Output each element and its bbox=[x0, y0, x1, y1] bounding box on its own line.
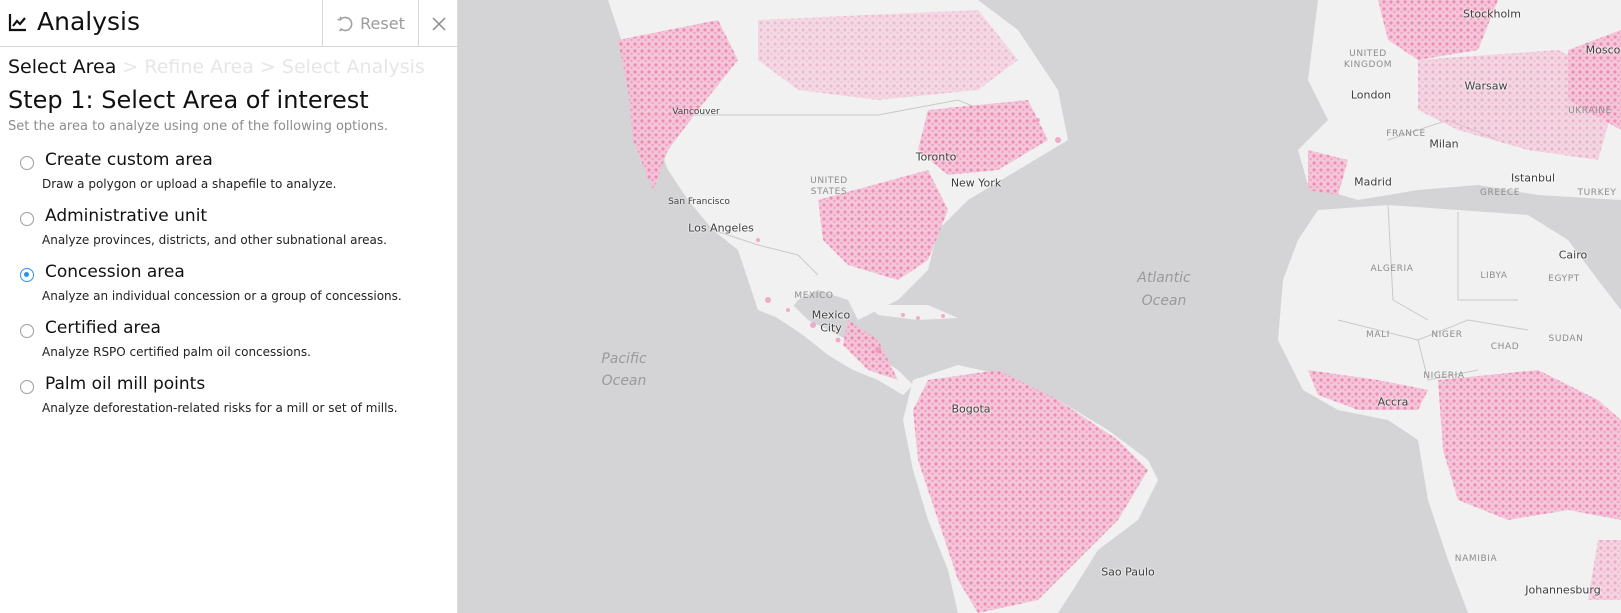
country-label: NIGER bbox=[1431, 330, 1463, 340]
ocean-label: Atlantic bbox=[1137, 270, 1191, 286]
country-label: STATES bbox=[810, 187, 848, 197]
close-button[interactable] bbox=[418, 0, 458, 47]
country-label: NIGERIA bbox=[1423, 371, 1465, 381]
city-label: Johannesburg bbox=[1525, 583, 1601, 597]
country-label: CHAD bbox=[1490, 342, 1520, 352]
city-label: City bbox=[820, 321, 842, 335]
radio-custom-area[interactable] bbox=[20, 156, 34, 170]
reset-button[interactable]: Reset bbox=[322, 0, 418, 47]
city-label: Sao Paulo bbox=[1101, 565, 1155, 579]
breadcrumb-current: Select Area bbox=[8, 56, 117, 78]
option-description: Analyze deforestation-related risks for … bbox=[42, 401, 398, 415]
reset-label: Reset bbox=[360, 14, 405, 33]
country-label: GREECE bbox=[1479, 188, 1521, 198]
basemap bbox=[608, 0, 1621, 613]
option-palm-oil-mills[interactable]: Palm oil mill points Analyze deforestati… bbox=[0, 372, 458, 428]
city-label: Toronto bbox=[915, 150, 957, 164]
ocean-label: Pacific bbox=[601, 351, 647, 367]
country-label: FRANCE bbox=[1386, 129, 1426, 139]
country-label: MEXICO bbox=[794, 291, 834, 301]
ocean-label: Ocean bbox=[601, 373, 647, 389]
ocean-label: Ocean bbox=[1141, 293, 1187, 309]
map-canvas[interactable]: Stockholm Mosco London Warsaw Milan Madr… bbox=[458, 0, 1621, 613]
country-label: LIBYA bbox=[1480, 271, 1508, 281]
country-label: KINGDOM bbox=[1343, 60, 1393, 70]
option-label: Administrative unit bbox=[45, 206, 208, 226]
city-label: Stockholm bbox=[1463, 7, 1521, 21]
city-label: San Francisco bbox=[668, 197, 730, 207]
loss-speckle-central bbox=[756, 118, 1061, 353]
option-concession-area[interactable]: Concession area Analyze an individual co… bbox=[0, 260, 458, 316]
close-icon bbox=[431, 16, 446, 31]
option-description: Draw a polygon or upload a shapefile to … bbox=[42, 177, 337, 191]
country-label: SUDAN bbox=[1548, 334, 1584, 344]
area-options: Create custom area Draw a polygon or upl… bbox=[0, 148, 458, 428]
radio-administrative-unit[interactable] bbox=[20, 212, 34, 226]
city-label: Madrid bbox=[1354, 175, 1392, 189]
option-description: Analyze provinces, districts, and other … bbox=[42, 233, 387, 247]
analysis-panel: Analysis Reset Select Area > Refine Area… bbox=[0, 0, 458, 613]
city-label: Warsaw bbox=[1464, 79, 1508, 93]
city-label: Milan bbox=[1429, 137, 1459, 151]
country-label: MALI bbox=[1366, 330, 1390, 340]
city-label: Vancouver bbox=[672, 107, 720, 117]
country-label: EGYPT bbox=[1548, 274, 1580, 284]
city-label: Mexico bbox=[811, 308, 851, 322]
radio-concession-area[interactable] bbox=[20, 268, 34, 282]
country-label: UNITED bbox=[810, 176, 848, 186]
option-administrative-unit[interactable]: Administrative unit Analyze provinces, d… bbox=[0, 204, 458, 260]
option-description: Analyze RSPO certified palm oil concessi… bbox=[42, 345, 311, 359]
option-certified-area[interactable]: Certified area Analyze RSPO certified pa… bbox=[0, 316, 458, 372]
city-label: Cairo bbox=[1558, 248, 1588, 262]
panel-header: Analysis Reset bbox=[0, 0, 458, 47]
city-label: Accra bbox=[1377, 395, 1409, 409]
country-label: TURKEY bbox=[1577, 188, 1617, 198]
reset-icon bbox=[337, 16, 353, 32]
option-label: Palm oil mill points bbox=[45, 374, 206, 394]
line-chart-icon bbox=[8, 14, 26, 32]
radio-palm-oil-mills[interactable] bbox=[20, 380, 34, 394]
option-label: Certified area bbox=[45, 318, 161, 338]
option-custom-area[interactable]: Create custom area Draw a polygon or upl… bbox=[0, 148, 458, 204]
step-title: Step 1: Select Area of interest bbox=[8, 86, 369, 114]
city-label: Bogota bbox=[951, 402, 991, 416]
panel-title: Analysis bbox=[37, 7, 141, 36]
breadcrumb-upcoming: > Refine Area > Select Analysis bbox=[116, 56, 425, 78]
option-label: Create custom area bbox=[45, 150, 213, 170]
country-label: NAMIBIA bbox=[1454, 554, 1498, 564]
city-label: New York bbox=[950, 176, 1002, 190]
country-label: UNITED bbox=[1349, 49, 1387, 59]
option-label: Concession area bbox=[45, 262, 185, 282]
country-label: ALGERIA bbox=[1370, 264, 1414, 274]
city-label: Istanbul bbox=[1510, 171, 1556, 185]
country-label: UKRAINE bbox=[1568, 106, 1612, 116]
tree-cover-loss-layer bbox=[618, 0, 1621, 613]
breadcrumb: Select Area > Refine Area > Select Analy… bbox=[8, 55, 425, 79]
option-description: Analyze an individual concession or a gr… bbox=[42, 289, 402, 303]
caribbean-land bbox=[868, 305, 958, 320]
step-description: Set the area to analyze using one of the… bbox=[8, 119, 388, 134]
city-label: Los Angeles bbox=[688, 221, 754, 235]
radio-certified-area[interactable] bbox=[20, 324, 34, 338]
city-label: London bbox=[1350, 88, 1392, 102]
city-label: Mosco bbox=[1585, 43, 1621, 57]
